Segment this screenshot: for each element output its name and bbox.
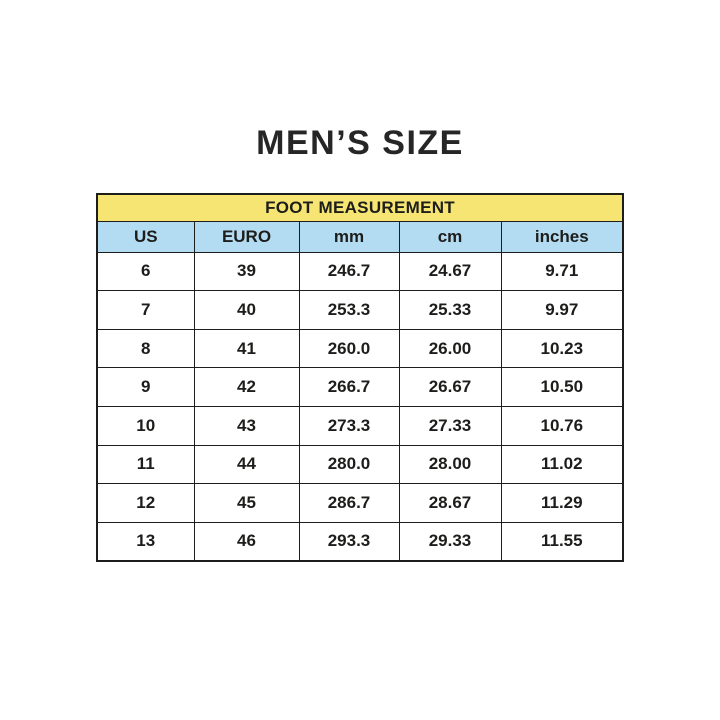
table-group-header: FOOT MEASUREMENT: [96, 193, 624, 222]
table-cell-cm: 28.00: [398, 444, 502, 485]
table-row: 13 46 293.3 29.33 11.55: [96, 521, 624, 562]
table-cell-inches: 10.76: [500, 406, 624, 446]
table-cell-cm: 29.33: [398, 521, 502, 562]
table-row: 11 44 280.0 28.00 11.02: [96, 444, 624, 485]
table-cell-mm: 266.7: [298, 367, 400, 407]
table-cell-inches: 9.97: [500, 290, 624, 330]
table-row: 9 42 266.7 26.67 10.50: [96, 367, 624, 407]
table-cell-us: 11: [96, 444, 195, 485]
table-cell-inches: 9.71: [500, 251, 624, 292]
table-cell-us: 6: [96, 251, 195, 292]
table-cell-euro: 39: [193, 251, 300, 292]
table-cell-cm: 28.67: [398, 483, 502, 523]
table-cell-cm: 27.33: [398, 406, 502, 446]
table-cell-euro: 45: [193, 483, 300, 523]
table-cell-cm: 24.67: [398, 251, 502, 292]
table-row: 7 40 253.3 25.33 9.97: [96, 290, 624, 330]
column-header-inches: inches: [500, 220, 624, 253]
table-cell-cm: 26.67: [398, 367, 502, 407]
table-cell-euro: 42: [193, 367, 300, 407]
column-header-euro: EURO: [193, 220, 300, 253]
table-row: 6 39 246.7 24.67 9.71: [96, 251, 624, 292]
table-cell-euro: 41: [193, 328, 300, 369]
table-cell-inches: 11.02: [500, 444, 624, 485]
table-group-header-row: FOOT MEASUREMENT: [96, 193, 624, 222]
table-cell-euro: 43: [193, 406, 300, 446]
table-row: 8 41 260.0 26.00 10.23: [96, 328, 624, 369]
column-header-mm: mm: [298, 220, 400, 253]
table-row: 10 43 273.3 27.33 10.76: [96, 406, 624, 446]
table-column-header-row: US EURO mm cm inches: [96, 220, 624, 253]
table-cell-mm: 260.0: [298, 328, 400, 369]
table-cell-mm: 253.3: [298, 290, 400, 330]
table-cell-mm: 293.3: [298, 521, 400, 562]
table-cell-inches: 10.50: [500, 367, 624, 407]
table-cell-euro: 44: [193, 444, 300, 485]
column-header-cm: cm: [398, 220, 502, 253]
page-title: MEN’S SIZE: [256, 124, 464, 162]
table-cell-mm: 280.0: [298, 444, 400, 485]
table-cell-us: 9: [96, 367, 195, 407]
table-row: 12 45 286.7 28.67 11.29: [96, 483, 624, 523]
table-cell-mm: 286.7: [298, 483, 400, 523]
table-cell-us: 8: [96, 328, 195, 369]
table-cell-inches: 11.29: [500, 483, 624, 523]
table-cell-euro: 46: [193, 521, 300, 562]
table-cell-us: 10: [96, 406, 195, 446]
table-cell-inches: 11.55: [500, 521, 624, 562]
table-cell-cm: 26.00: [398, 328, 502, 369]
table-cell-mm: 273.3: [298, 406, 400, 446]
table-cell-us: 7: [96, 290, 195, 330]
table-cell-inches: 10.23: [500, 328, 624, 369]
table-cell-us: 12: [96, 483, 195, 523]
table-cell-cm: 25.33: [398, 290, 502, 330]
column-header-us: US: [96, 220, 195, 253]
size-table: FOOT MEASUREMENT US EURO mm cm inches 6 …: [96, 193, 625, 562]
table-cell-mm: 246.7: [298, 251, 400, 292]
table-cell-us: 13: [96, 521, 195, 562]
table-cell-euro: 40: [193, 290, 300, 330]
